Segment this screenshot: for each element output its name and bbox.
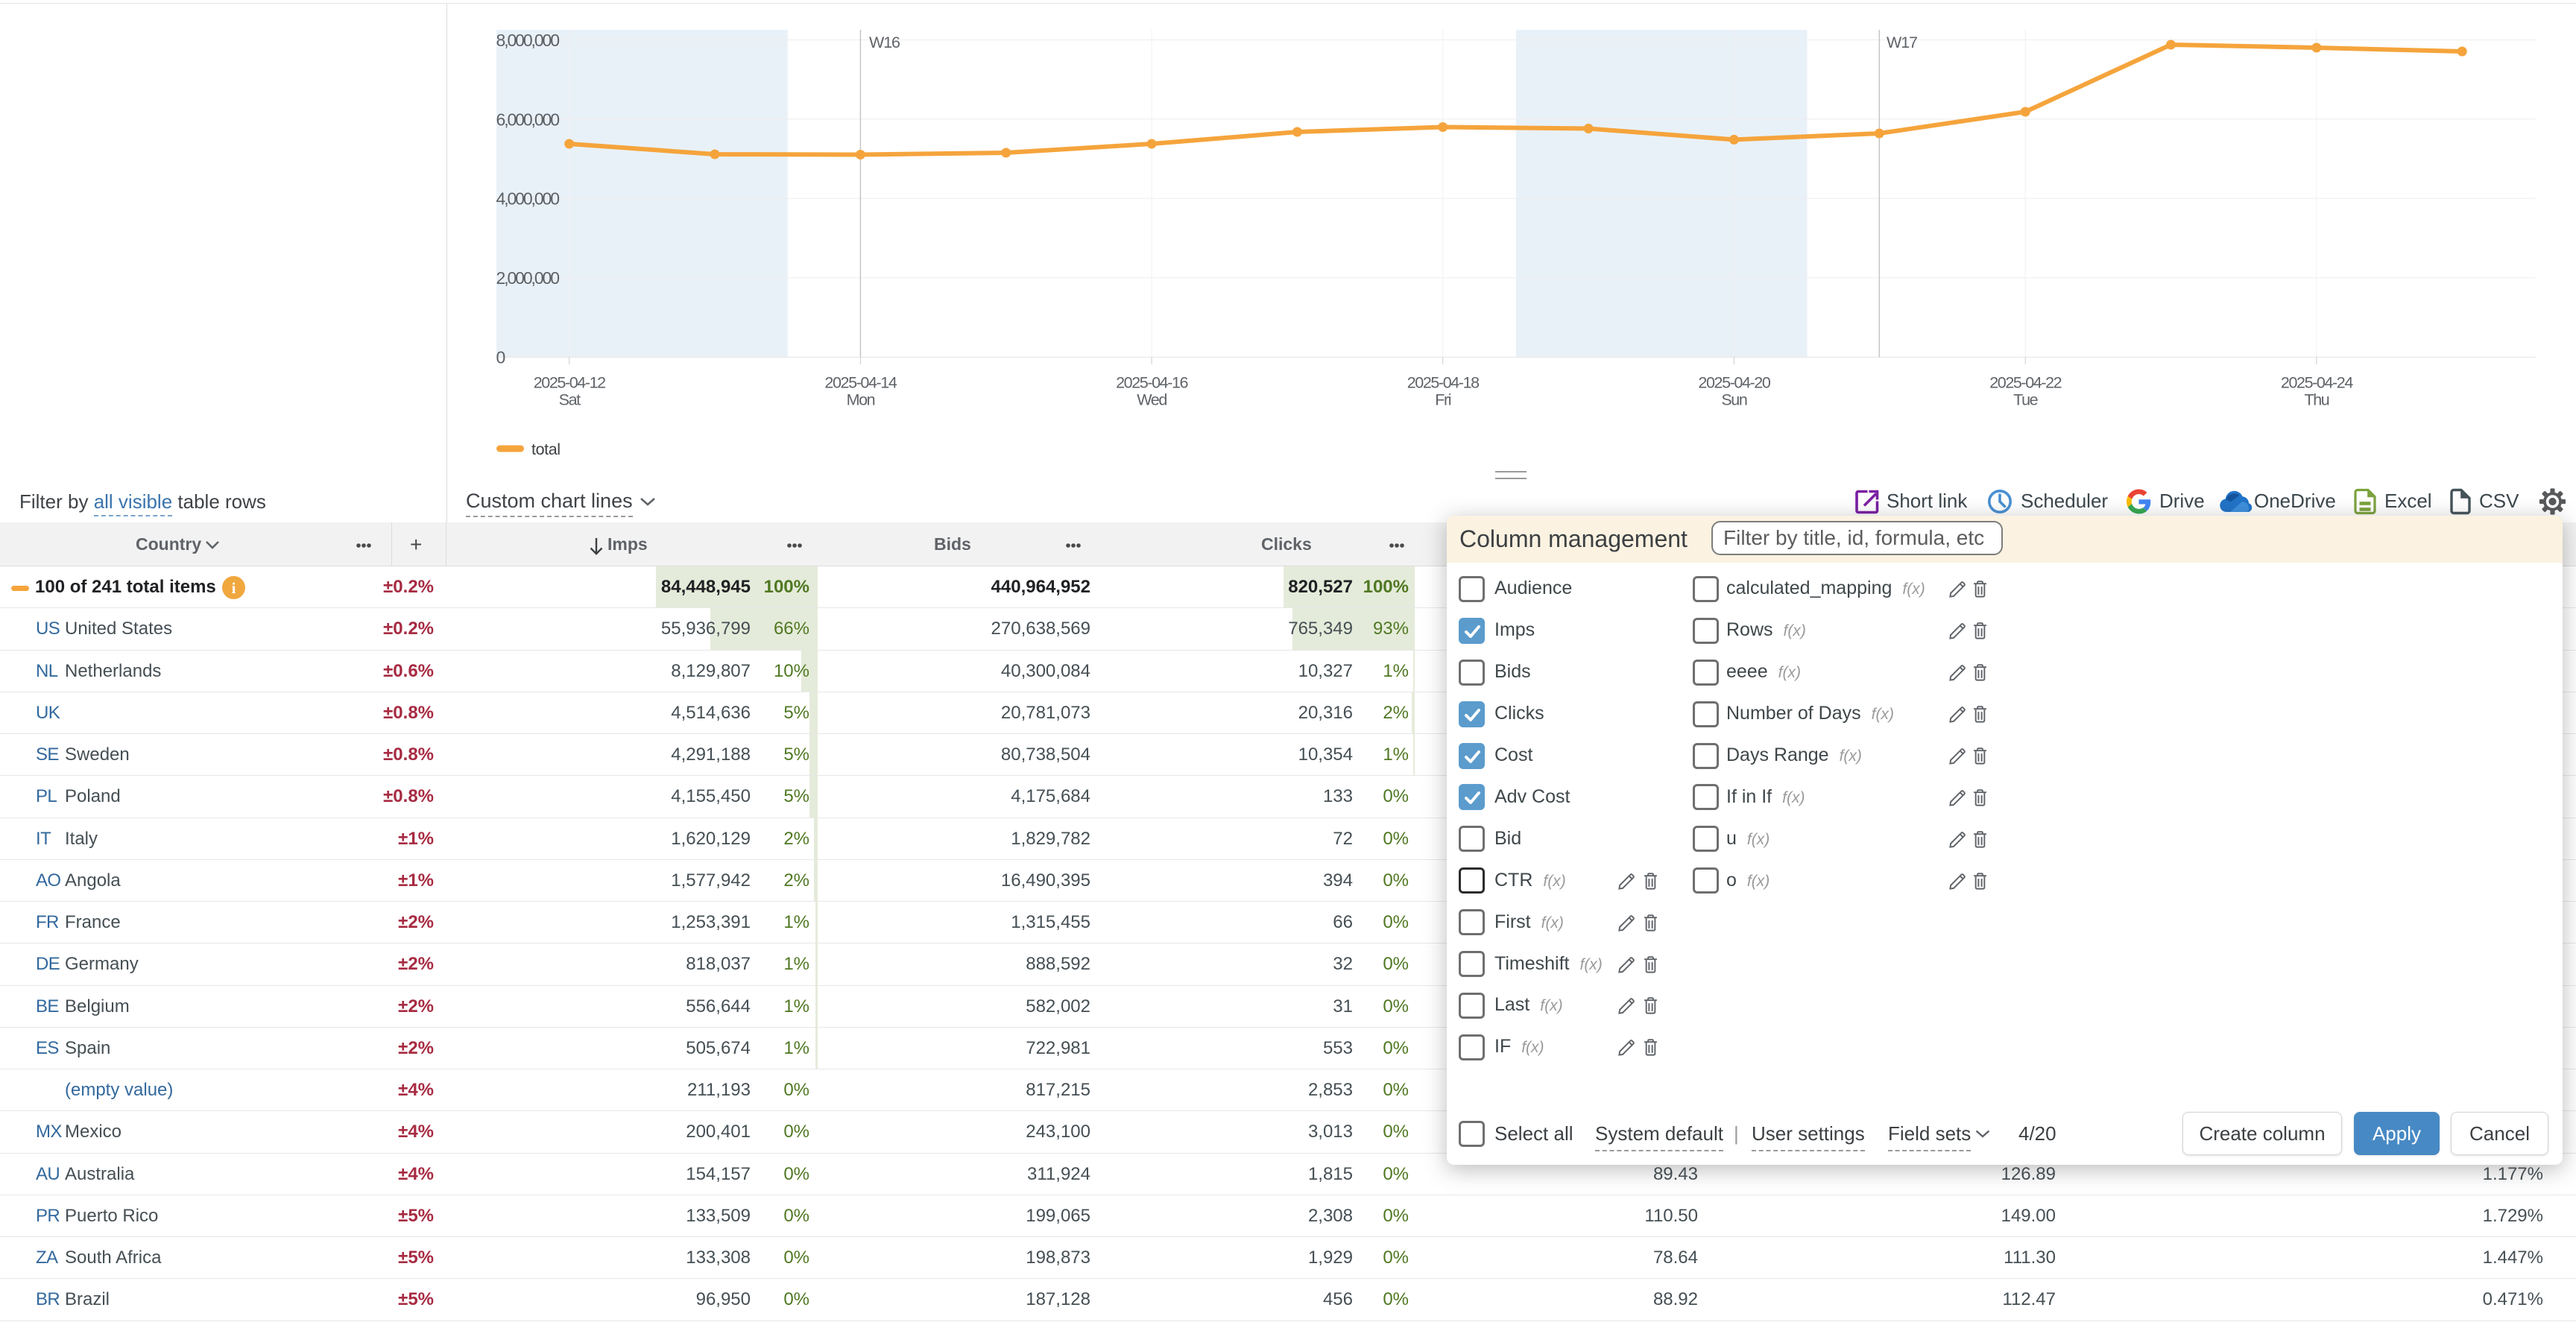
svg-text:2025-04-18: 2025-04-18 — [1407, 374, 1480, 392]
svg-text:W17: W17 — [1887, 34, 1917, 51]
svg-text:6,000,000: 6,000,000 — [496, 110, 560, 129]
svg-text:2,000,000: 2,000,000 — [496, 268, 560, 288]
svg-text:4,000,000: 4,000,000 — [496, 189, 560, 209]
svg-text:Fri: Fri — [1435, 391, 1450, 409]
svg-text:2025-04-16: 2025-04-16 — [1116, 374, 1188, 392]
svg-text:2025-04-24: 2025-04-24 — [2281, 374, 2353, 392]
svg-text:Sat: Sat — [559, 391, 581, 409]
svg-text:Mon: Mon — [847, 391, 875, 409]
svg-text:W16: W16 — [869, 34, 900, 51]
svg-text:total: total — [531, 440, 561, 458]
svg-text:2025-04-12: 2025-04-12 — [534, 374, 605, 392]
svg-text:8,000,000: 8,000,000 — [496, 31, 560, 50]
svg-text:2025-04-22: 2025-04-22 — [1989, 374, 2061, 392]
svg-text:Sun: Sun — [1721, 391, 1746, 409]
svg-text:2025-04-20: 2025-04-20 — [1698, 374, 1770, 392]
svg-text:2025-04-14: 2025-04-14 — [824, 374, 897, 392]
svg-text:Thu: Thu — [2304, 391, 2329, 409]
svg-text:Tue: Tue — [2013, 391, 2037, 409]
svg-text:0: 0 — [496, 348, 505, 367]
svg-text:Wed: Wed — [1137, 391, 1167, 409]
svg-text:i: i — [232, 579, 236, 597]
